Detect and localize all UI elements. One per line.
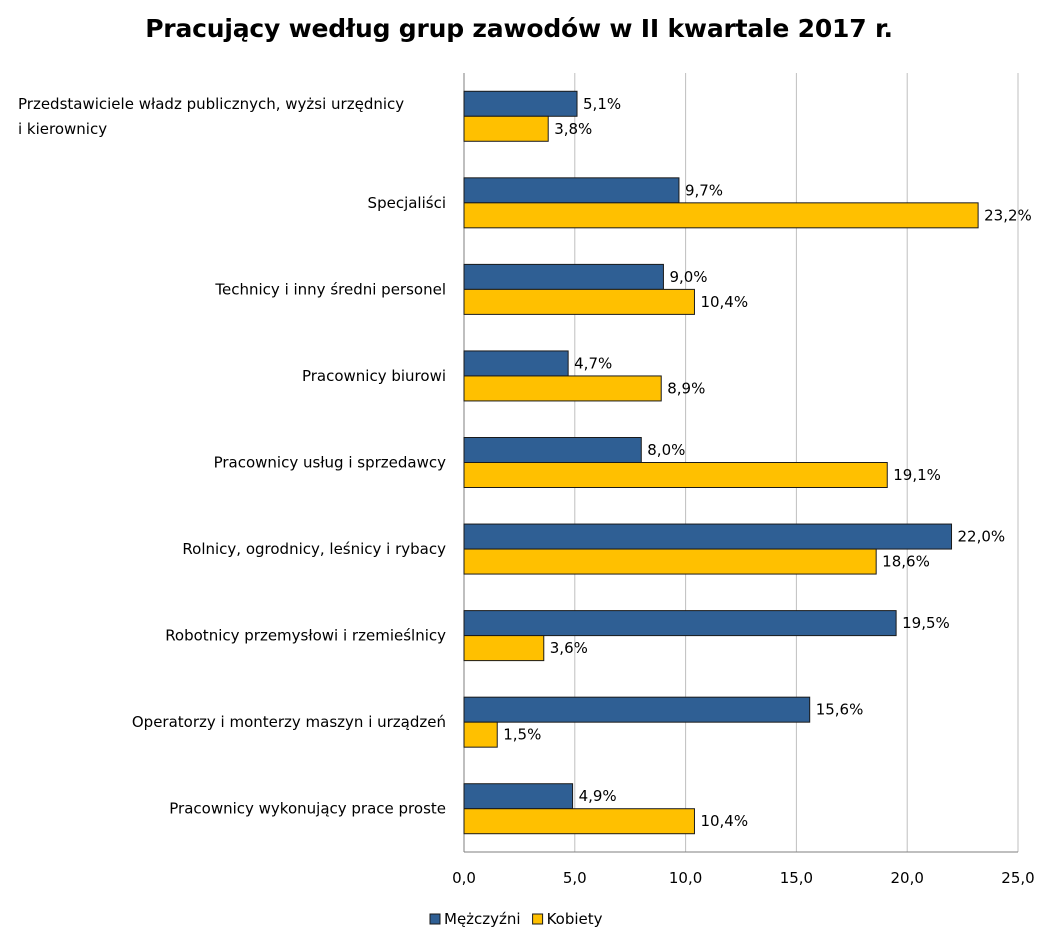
- data-label: 9,0%: [669, 268, 707, 286]
- bar: [463, 202, 979, 229]
- chart-title: Pracujący według grup zawodów w II kwart…: [145, 14, 893, 43]
- category-label: Operatorzy i monterzy maszyn i urządzeń: [132, 713, 446, 731]
- x-tick-label: 10,0: [669, 869, 702, 887]
- legend-swatch: [532, 913, 544, 925]
- data-label: 19,1%: [893, 466, 941, 484]
- category-label: Pracownicy biurowi: [302, 367, 446, 385]
- category-label: Technicy i inny średni personel: [214, 280, 446, 298]
- data-label: 3,8%: [554, 120, 592, 138]
- data-label: 22,0%: [958, 528, 1006, 546]
- category-label: Przedstawiciele władz publicznych, wyżsi…: [18, 95, 404, 113]
- bar: [463, 721, 498, 748]
- bar: [463, 635, 545, 662]
- bar: [463, 350, 569, 377]
- bar: [463, 115, 549, 142]
- data-label: 23,2%: [984, 206, 1032, 224]
- bar: [463, 523, 953, 550]
- data-label: 15,6%: [816, 701, 864, 719]
- bar: [463, 263, 664, 290]
- x-tick-label: 25,0: [1001, 869, 1034, 887]
- category-label: Robotnicy przemysłowi i rzemieślnicy: [165, 627, 446, 645]
- data-label: 10,4%: [700, 293, 748, 311]
- bar: [463, 375, 662, 402]
- data-label: 4,7%: [574, 354, 612, 372]
- x-tick-label: 0,0: [452, 869, 476, 887]
- data-label: 18,6%: [882, 553, 930, 571]
- bar: [463, 808, 695, 835]
- category-label: Pracownicy wykonujący prace proste: [169, 800, 446, 818]
- bar: [463, 783, 574, 810]
- x-tick-label: 20,0: [890, 869, 923, 887]
- legend-label: Mężczyźni: [444, 910, 521, 928]
- data-label: 8,0%: [647, 441, 685, 459]
- category-label: Pracownicy usług i sprzedawcy: [214, 454, 447, 472]
- data-label: 19,5%: [902, 614, 950, 632]
- category-label: Rolnicy, ogrodnicy, leśnicy i rybacy: [182, 540, 446, 558]
- data-label: 4,9%: [579, 787, 617, 805]
- bar: [463, 90, 578, 117]
- bar: [463, 288, 695, 315]
- data-label: 9,7%: [685, 181, 723, 199]
- category-label: i kierownicy: [18, 120, 107, 138]
- bar: [463, 696, 811, 723]
- legend-swatch: [429, 913, 441, 925]
- bar: [463, 437, 642, 463]
- bar: [463, 610, 897, 637]
- x-tick-label: 5,0: [563, 869, 587, 887]
- data-label: 1,5%: [503, 726, 541, 744]
- bar: [463, 548, 877, 575]
- data-label: 10,4%: [700, 812, 748, 830]
- data-label: 5,1%: [583, 95, 621, 113]
- data-label: 3,6%: [550, 639, 588, 657]
- legend-label: Kobiety: [547, 910, 603, 928]
- category-label: Specjaliści: [368, 194, 446, 212]
- bar: [463, 177, 680, 204]
- bar: [463, 462, 888, 488]
- x-tick-label: 15,0: [780, 869, 813, 887]
- data-label: 8,9%: [667, 379, 705, 397]
